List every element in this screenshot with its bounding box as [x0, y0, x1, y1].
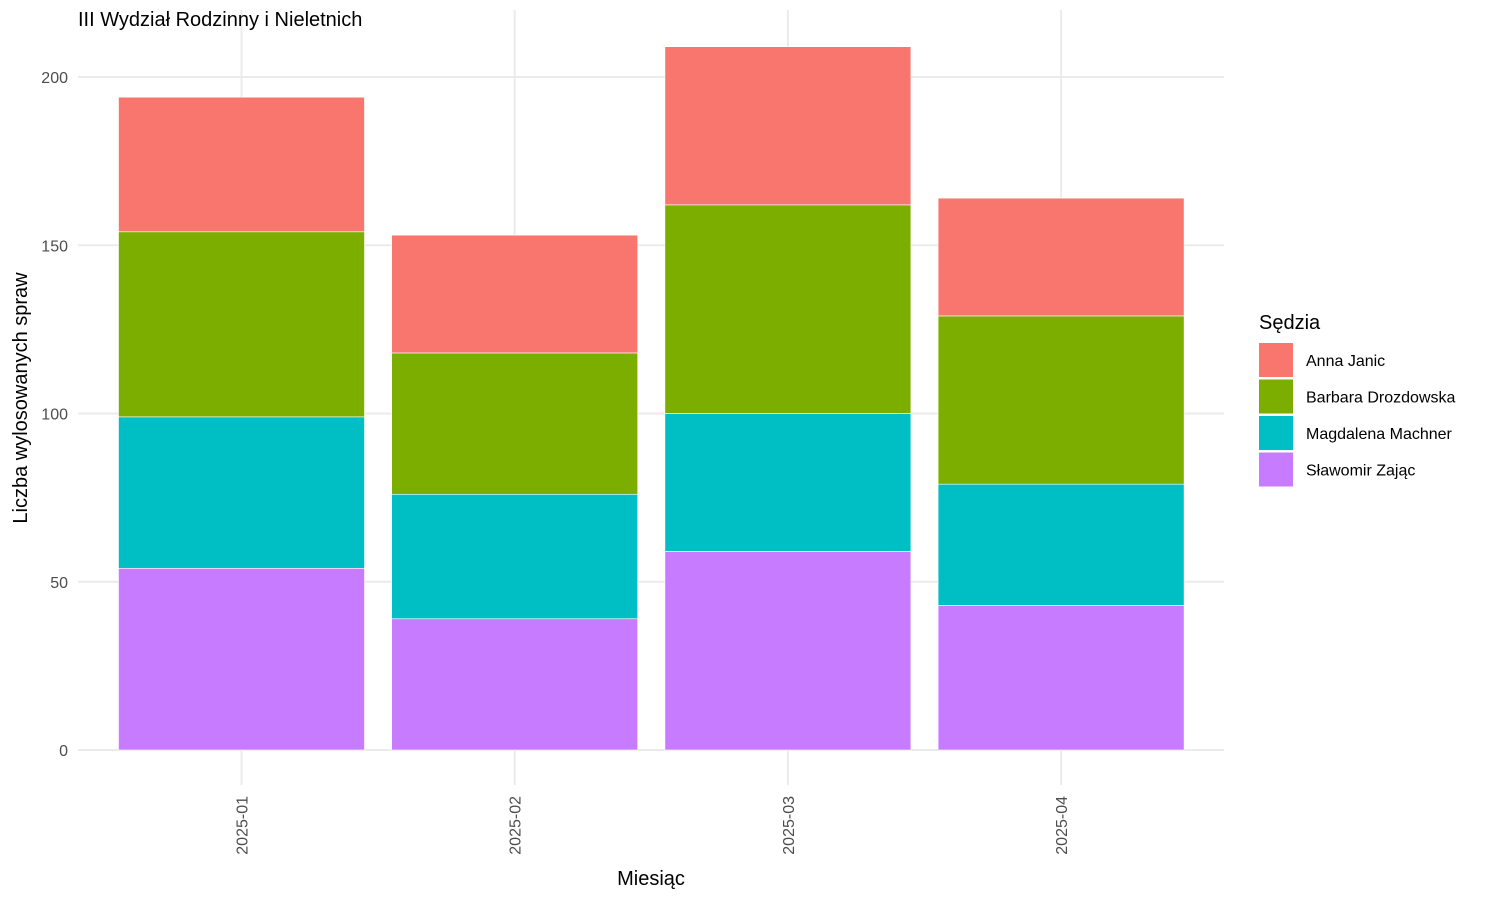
- bar-segment: [937, 605, 1185, 751]
- legend-label: Sławomir Zając: [1306, 463, 1415, 480]
- chart-title: III Wydział Rodzinny i Nieletnich: [78, 9, 362, 31]
- bar-segment: [937, 315, 1185, 485]
- x-tick-label: 2025-01: [235, 796, 252, 855]
- x-axis-title: Miesiąc: [617, 868, 685, 890]
- legend-items: Anna Janic Barbara Drozdowska Magdalena Ma…: [1259, 343, 1456, 487]
- bars-layer: [118, 46, 1185, 751]
- y-tick-label: 50: [50, 575, 68, 592]
- bar-segment: [937, 197, 1185, 317]
- bar-segment: [664, 46, 912, 206]
- legend-swatch: [1259, 416, 1293, 450]
- y-tick-label: 0: [59, 743, 68, 760]
- bar-segment: [391, 352, 639, 495]
- bar-segment: [664, 551, 912, 751]
- legend-swatch: [1259, 379, 1293, 414]
- bar-segment: [664, 204, 912, 414]
- legend-label: Anna Janic: [1306, 353, 1385, 370]
- x-tick-label: 2025-03: [781, 796, 798, 855]
- y-tick-label: 200: [41, 70, 68, 87]
- bar-segment: [391, 493, 639, 620]
- y-axis-title: Liczba wylosowanych spraw: [10, 272, 32, 524]
- x-tick-label: 2025-04: [1054, 796, 1071, 855]
- bar-segment: [664, 413, 912, 552]
- legend: Sędzia Anna Janic Barbara Drozdowska Magda…: [1259, 312, 1456, 487]
- legend-title: Sędzia: [1259, 312, 1321, 334]
- legend-swatch: [1259, 452, 1293, 487]
- y-tick-label: 150: [41, 238, 68, 255]
- x-axis-ticks: 2025-01 2025-02 2025-03 2025-04: [235, 796, 1072, 855]
- legend-label: Magdalena Machner: [1306, 426, 1453, 443]
- y-axis-ticks: 0 50 100 150 200: [41, 70, 68, 760]
- bar-segment: [937, 483, 1185, 606]
- legend-swatch: [1259, 343, 1293, 377]
- y-tick-label: 100: [41, 407, 68, 424]
- bar-segment: [391, 234, 639, 354]
- bar-segment: [118, 567, 365, 751]
- bar-segment: [391, 618, 639, 751]
- legend-label: Barbara Drozdowska: [1306, 390, 1456, 407]
- bar-segment: [118, 96, 365, 233]
- bar-segment: [118, 231, 365, 418]
- bar-segment: [118, 416, 365, 569]
- x-tick-label: 2025-02: [508, 796, 525, 855]
